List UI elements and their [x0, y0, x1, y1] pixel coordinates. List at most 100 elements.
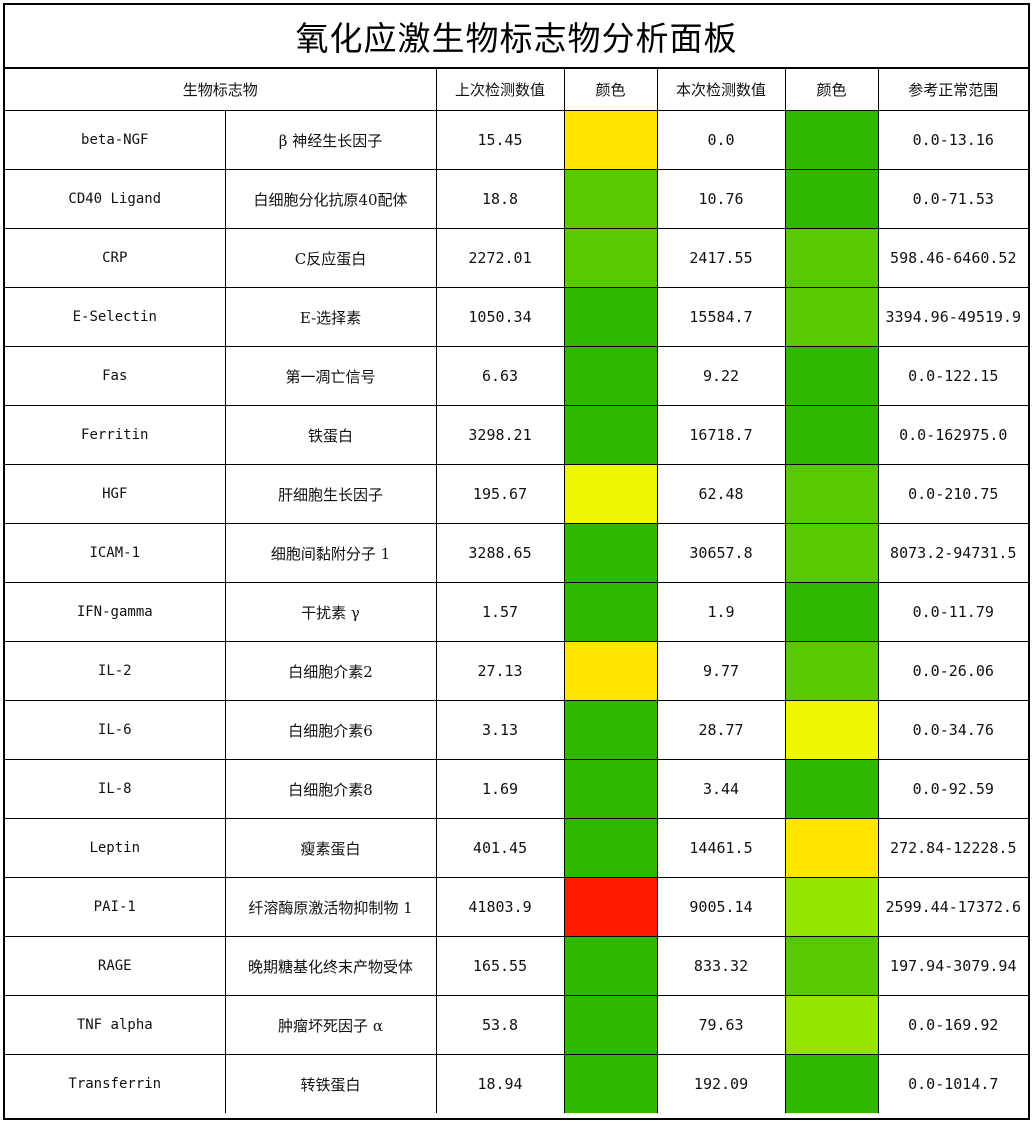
- current-value-cell: 1.9: [656, 582, 786, 642]
- biomarker-code-cell: PAI-1: [5, 877, 226, 937]
- last-value-cell: 3.13: [435, 700, 565, 760]
- table-row: IFN-gamma 干扰素 γ 1.57 1.9 0.0-11.79: [5, 582, 1029, 642]
- header-last-color: 颜色: [563, 69, 658, 111]
- last-color-swatch: [563, 936, 658, 996]
- last-value-cell: 2272.01: [435, 228, 565, 288]
- biomarker-name-cell: E-选择素: [224, 287, 437, 347]
- reference-range-cell: 197.94-3079.94: [877, 936, 1029, 996]
- reference-range-cell: 0.0-169.92: [877, 995, 1029, 1055]
- current-color-swatch: [784, 818, 879, 878]
- biomarker-name-cell: 干扰素 γ: [224, 582, 437, 642]
- last-value-cell: 3298.21: [435, 405, 565, 465]
- biomarker-code-cell: E-Selectin: [5, 287, 226, 347]
- biomarker-code-cell: ICAM-1: [5, 523, 226, 583]
- reference-range-cell: 272.84-12228.5: [877, 818, 1029, 878]
- current-color-swatch: [784, 464, 879, 524]
- current-value-cell: 10.76: [656, 169, 786, 229]
- last-color-swatch: [563, 995, 658, 1055]
- biomarker-code-cell: IFN-gamma: [5, 582, 226, 642]
- current-value-cell: 79.63: [656, 995, 786, 1055]
- current-color-swatch: [784, 405, 879, 465]
- current-color-swatch: [784, 287, 879, 347]
- biomarker-name-cell: 肿瘤坏死因子 α: [224, 995, 437, 1055]
- last-color-swatch: [563, 759, 658, 819]
- current-color-swatch: [784, 346, 879, 406]
- current-color-swatch: [784, 936, 879, 996]
- last-value-cell: 27.13: [435, 641, 565, 701]
- table-row: CD40 Ligand 白细胞分化抗原40配体 18.8 10.76 0.0-71.53: [5, 169, 1029, 229]
- biomarker-code-cell: IL-6: [5, 700, 226, 760]
- biomarker-code-cell: Leptin: [5, 818, 226, 878]
- current-value-cell: 16718.7: [656, 405, 786, 465]
- last-color-swatch: [563, 700, 658, 760]
- biomarker-name-cell: 白细胞介素6: [224, 700, 437, 760]
- biomarker-name-cell: C反应蛋白: [224, 228, 437, 288]
- current-color-swatch: [784, 995, 879, 1055]
- reference-range-cell: 598.46-6460.52: [877, 228, 1029, 288]
- biomarker-name-cell: 铁蛋白: [224, 405, 437, 465]
- last-color-swatch: [563, 877, 658, 937]
- last-value-cell: 18.94: [435, 1054, 565, 1113]
- last-color-swatch: [563, 464, 658, 524]
- table-row: Ferritin 铁蛋白 3298.21 16718.7 0.0-162975.0: [5, 405, 1029, 465]
- biomarker-code-cell: RAGE: [5, 936, 226, 996]
- current-value-cell: 833.32: [656, 936, 786, 996]
- last-value-cell: 18.8: [435, 169, 565, 229]
- current-value-cell: 2417.55: [656, 228, 786, 288]
- last-color-swatch: [563, 641, 658, 701]
- biomarker-name-cell: 纤溶酶原激活物抑制物 1: [224, 877, 437, 937]
- header-biomarker: 生物标志物: [5, 69, 437, 111]
- reference-range-cell: 0.0-26.06: [877, 641, 1029, 701]
- reference-range-cell: 0.0-13.16: [877, 110, 1029, 170]
- header-reference-range: 参考正常范围: [877, 69, 1029, 111]
- biomarker-name-cell: 白细胞介素2: [224, 641, 437, 701]
- current-value-cell: 0.0: [656, 110, 786, 170]
- biomarker-code-cell: CD40 Ligand: [5, 169, 226, 229]
- reference-range-cell: 0.0-162975.0: [877, 405, 1029, 465]
- reference-range-cell: 0.0-71.53: [877, 169, 1029, 229]
- current-value-cell: 14461.5: [656, 818, 786, 878]
- last-color-swatch: [563, 228, 658, 288]
- current-color-swatch: [784, 110, 879, 170]
- current-value-cell: 192.09: [656, 1054, 786, 1113]
- current-color-swatch: [784, 759, 879, 819]
- table-row: IL-2 白细胞介素2 27.13 9.77 0.0-26.06: [5, 641, 1029, 701]
- current-color-swatch: [784, 877, 879, 937]
- reference-range-cell: 0.0-1014.7: [877, 1054, 1029, 1113]
- current-color-swatch: [784, 582, 879, 642]
- last-color-swatch: [563, 818, 658, 878]
- last-value-cell: 6.63: [435, 346, 565, 406]
- reference-range-cell: 0.0-34.76: [877, 700, 1029, 760]
- last-value-cell: 15.45: [435, 110, 565, 170]
- last-color-swatch: [563, 582, 658, 642]
- header-last-value: 上次检测数值: [435, 69, 565, 111]
- reference-range-cell: 2599.44-17372.6: [877, 877, 1029, 937]
- current-value-cell: 28.77: [656, 700, 786, 760]
- last-color-swatch: [563, 405, 658, 465]
- biomarker-name-cell: β 神经生长因子: [224, 110, 437, 170]
- last-value-cell: 401.45: [435, 818, 565, 878]
- reference-range-cell: 8073.2-94731.5: [877, 523, 1029, 583]
- biomarker-name-cell: 肝细胞生长因子: [224, 464, 437, 524]
- current-color-swatch: [784, 169, 879, 229]
- last-value-cell: 41803.9: [435, 877, 565, 937]
- reference-range-cell: 0.0-11.79: [877, 582, 1029, 642]
- current-color-swatch: [784, 700, 879, 760]
- header-current-value: 本次检测数值: [656, 69, 786, 111]
- last-value-cell: 3288.65: [435, 523, 565, 583]
- header-current-color: 颜色: [784, 69, 879, 111]
- biomarker-code-cell: IL-8: [5, 759, 226, 819]
- current-color-swatch: [784, 523, 879, 583]
- current-value-cell: 9005.14: [656, 877, 786, 937]
- biomarker-name-cell: 白细胞介素8: [224, 759, 437, 819]
- table-row: RAGE 晚期糖基化终末产物受体 165.55 833.32 197.94-3079.9…: [5, 936, 1029, 996]
- table-row: E-Selectin E-选择素 1050.34 15584.7 3394.96-495…: [5, 287, 1029, 347]
- biomarker-code-cell: HGF: [5, 464, 226, 524]
- table-row: beta-NGF β 神经生长因子 15.45 0.0 0.0-13.16: [5, 110, 1029, 170]
- reference-range-cell: 0.0-92.59: [877, 759, 1029, 819]
- last-color-swatch: [563, 1054, 658, 1113]
- last-value-cell: 1.69: [435, 759, 565, 819]
- current-color-swatch: [784, 1054, 879, 1113]
- biomarker-code-cell: TNF alpha: [5, 995, 226, 1055]
- biomarker-code-cell: CRP: [5, 228, 226, 288]
